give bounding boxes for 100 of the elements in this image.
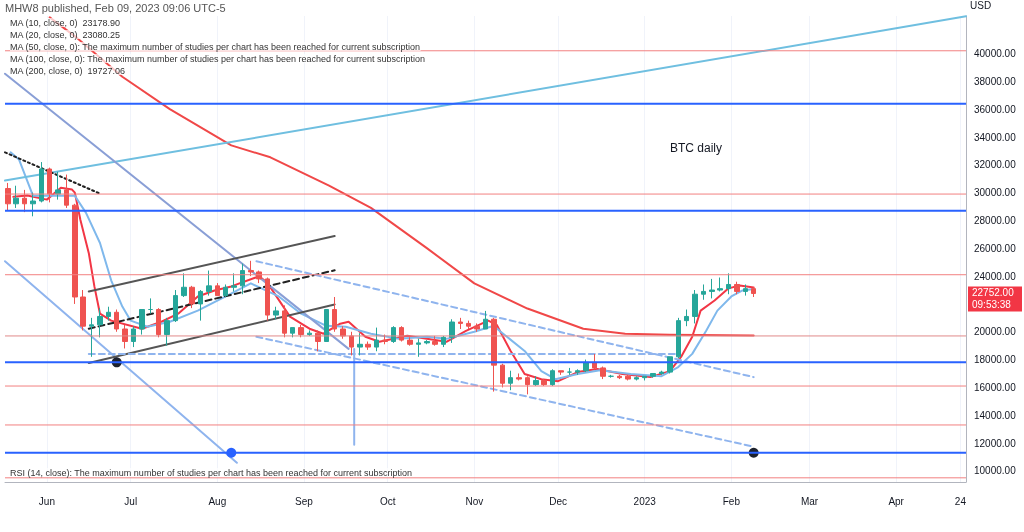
y-tick-label: 18000.00 — [974, 354, 1017, 366]
candlestick — [382, 334, 388, 345]
candlestick — [625, 374, 631, 381]
candlestick — [248, 260, 254, 277]
candlestick — [634, 375, 639, 381]
y-tick-label: 30000.00 — [974, 187, 1017, 199]
candlestick — [676, 317, 681, 359]
y-tick-label: 40000.00 — [974, 48, 1017, 60]
candlestick — [365, 341, 371, 351]
y-tick-label: 10000.00 — [974, 465, 1017, 477]
y-tick-label: 20000.00 — [974, 326, 1017, 338]
candlestick — [483, 310, 488, 330]
candlestick — [189, 285, 195, 309]
annotation: RSI (14, close): The maximum number of studies per chart has been reached for current subscription — [10, 467, 413, 478]
candlestick — [64, 174, 69, 209]
y-tick-label: 24000.00 — [974, 270, 1017, 282]
candlestick — [173, 289, 178, 323]
candlestick — [684, 309, 689, 327]
x-tick-label: Nov — [465, 495, 484, 507]
candlestick — [198, 289, 203, 322]
annotation: MA (100, close, 0): The maximum number of studies per chart has been reached for current subscription — [10, 53, 426, 64]
y-tick-label: 16000.00 — [974, 381, 1017, 393]
candlestick — [22, 189, 27, 213]
candlestick — [617, 374, 622, 380]
candlestick — [47, 167, 52, 203]
text: 22752.00 — [972, 286, 1015, 298]
candlestick — [139, 309, 145, 336]
annotation: BTC daily — [670, 141, 723, 155]
text: MHW8 published, Feb 09, 2023 09:06 UTC-5 — [5, 1, 226, 14]
candlestick — [39, 161, 44, 203]
x-tick-label: Jul — [124, 495, 138, 507]
candlestick — [181, 272, 187, 298]
x-tick-label: Dec — [549, 495, 568, 507]
candlestick — [500, 363, 505, 388]
y-tick-label: 26000.00 — [974, 242, 1017, 254]
annotation: MA (20, close, 0) 23080.25 — [10, 29, 121, 40]
candlestick — [223, 283, 228, 298]
y-tick-label: 28000.00 — [974, 214, 1017, 226]
candlestick — [215, 282, 220, 297]
candlestick — [541, 378, 547, 387]
candlestick — [558, 370, 564, 376]
candlestick — [324, 309, 329, 342]
candlestick — [701, 283, 706, 301]
candlestick — [692, 289, 698, 324]
candlestick — [650, 373, 656, 379]
candlestick — [424, 339, 430, 345]
y-tick-label: 12000.00 — [974, 437, 1017, 449]
candlestick — [525, 375, 530, 395]
candlestick — [307, 329, 312, 337]
candlestick — [290, 327, 295, 338]
candlestick — [332, 296, 337, 333]
annotation: MA (50, close, 0): The maximum number of studies per chart has been reached for current subscription — [10, 41, 421, 52]
candlestick — [80, 289, 86, 331]
text: 09:53:38 — [972, 298, 1012, 310]
x-tick-label: Sep — [295, 495, 314, 507]
candlestick — [55, 171, 61, 201]
x-tick-label: 2023 — [633, 495, 657, 507]
candlestick — [407, 336, 413, 347]
candlestick — [106, 306, 111, 322]
candlestick — [156, 307, 161, 338]
candlestick — [709, 278, 715, 299]
candlestick — [533, 375, 539, 387]
candlestick — [432, 335, 438, 347]
candlestick — [550, 368, 555, 387]
candlestick — [72, 203, 78, 305]
x-tick-label: Feb — [722, 495, 741, 507]
y-tick-label: 34000.00 — [974, 131, 1017, 143]
candlestick — [717, 277, 723, 292]
candlestick — [751, 286, 756, 298]
candlestick — [148, 297, 153, 315]
y-tick-label: 38000.00 — [974, 75, 1017, 87]
candlestick — [516, 373, 522, 381]
annotation: MA (10, close, 0) 23178.90 — [10, 17, 121, 28]
candlestick — [282, 304, 287, 338]
x-tick-label: Mar — [800, 495, 819, 507]
y-tick-label: 32000.00 — [974, 159, 1017, 171]
candlestick — [114, 309, 119, 333]
x-tick-label: Apr — [888, 495, 905, 507]
candlestick — [600, 366, 606, 380]
candlestick — [508, 370, 513, 391]
candlestick — [349, 331, 354, 356]
candlestick — [474, 322, 480, 333]
x-tick-label: 24 — [954, 495, 967, 507]
candlestick — [97, 307, 103, 338]
candlestick — [458, 317, 463, 330]
y-tick-label: 14000.00 — [974, 409, 1017, 421]
y-axis-title: USD — [970, 0, 992, 11]
x-tick-label: Oct — [379, 495, 396, 507]
candlestick — [575, 368, 580, 376]
candlestick — [298, 324, 304, 338]
candlestick — [357, 332, 363, 356]
candlestick — [231, 272, 237, 292]
candlestick — [416, 338, 421, 358]
candlestick — [240, 263, 245, 295]
candlestick — [265, 277, 270, 322]
x-tick-label: Aug — [208, 495, 227, 507]
candlestick — [491, 317, 497, 393]
annotation: MA (200, close, 0) 19727.06 — [10, 65, 126, 76]
candlestick — [466, 320, 471, 330]
candlestick — [164, 317, 170, 347]
